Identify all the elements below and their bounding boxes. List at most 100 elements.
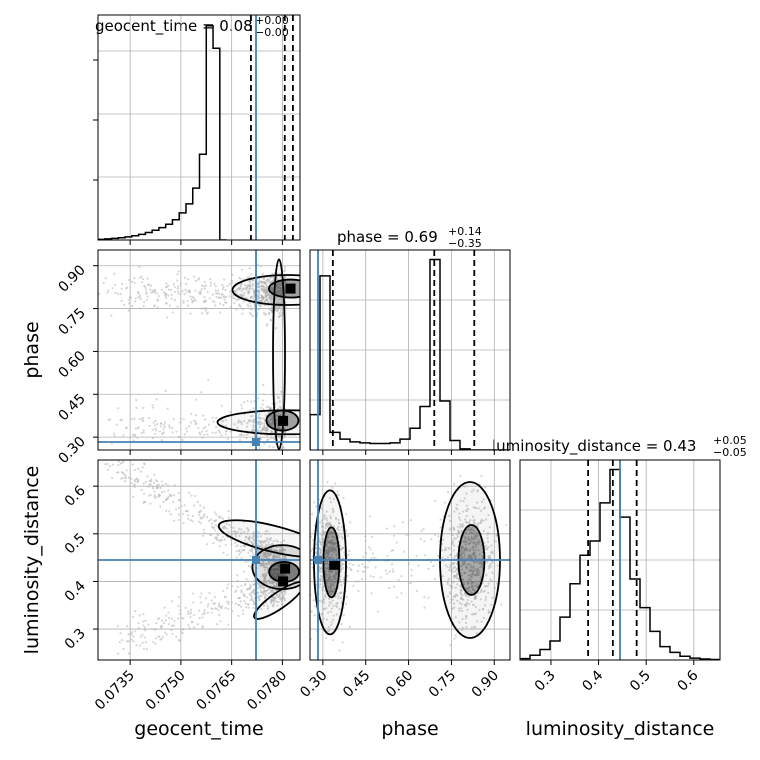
sample-point xyxy=(465,514,468,518)
sample-point xyxy=(233,541,237,544)
sample-point xyxy=(249,305,253,308)
sample-point xyxy=(200,288,203,291)
density-peak xyxy=(329,559,340,570)
sample-point xyxy=(407,533,410,537)
sample-point xyxy=(276,395,279,398)
sample-point xyxy=(199,595,202,599)
sample-point xyxy=(334,577,337,580)
sample-point xyxy=(252,579,255,583)
sample-point xyxy=(329,517,333,520)
sample-point xyxy=(164,293,168,296)
sample-point xyxy=(262,551,265,555)
sample-point xyxy=(193,504,196,507)
sample-point xyxy=(127,298,130,301)
panel-frame-22 xyxy=(519,459,721,661)
sample-point xyxy=(104,463,107,466)
sample-point xyxy=(252,603,255,606)
sample-point xyxy=(263,290,266,293)
sample-point xyxy=(315,583,318,587)
sample-point xyxy=(194,279,198,282)
sample-point xyxy=(333,587,336,590)
sample-point xyxy=(397,578,400,582)
sample-point xyxy=(467,536,470,539)
sample-point xyxy=(491,571,494,574)
sample-point xyxy=(340,623,343,626)
sample-point xyxy=(247,564,250,568)
sample-point xyxy=(269,297,272,301)
sample-point xyxy=(459,591,462,594)
sample-point xyxy=(226,587,229,590)
sample-point xyxy=(174,290,177,293)
sample-point xyxy=(335,613,339,616)
sample-point xyxy=(474,537,478,540)
sample-point xyxy=(329,610,332,613)
sample-point xyxy=(256,421,259,424)
sample-point xyxy=(449,598,453,601)
sample-point xyxy=(264,591,267,594)
sample-point xyxy=(474,544,477,547)
sample-point xyxy=(260,280,264,283)
sample-point xyxy=(469,541,472,544)
sample-point xyxy=(197,277,200,280)
sample-point xyxy=(170,629,173,632)
sample-point xyxy=(271,289,274,292)
sample-point xyxy=(252,532,255,535)
sample-point xyxy=(198,616,201,620)
sample-point xyxy=(465,594,468,598)
sample-point xyxy=(258,426,261,429)
sample-point xyxy=(258,422,261,426)
sample-point xyxy=(175,635,178,638)
sample-point xyxy=(312,501,316,504)
sample-point xyxy=(345,596,348,599)
sample-point xyxy=(270,561,273,565)
sample-point xyxy=(327,585,330,588)
sample-point xyxy=(227,623,230,626)
sample-point xyxy=(276,555,279,558)
sample-point xyxy=(270,450,272,452)
sample-point xyxy=(266,529,269,532)
sample-point xyxy=(311,547,314,551)
y-axis-label-phase: phase xyxy=(21,321,43,378)
sample-point xyxy=(457,516,461,519)
sample-point xyxy=(466,608,469,611)
sample-point xyxy=(120,287,123,290)
sample-point xyxy=(226,284,229,288)
sample-point xyxy=(337,594,340,598)
x-tick-label: 0.0735 xyxy=(92,668,138,714)
sample-point xyxy=(213,596,216,599)
sample-point xyxy=(410,568,413,571)
sample-point xyxy=(332,614,335,617)
sample-point xyxy=(452,549,455,552)
sample-point xyxy=(209,533,213,537)
title-phase-sup: +0.14 xyxy=(448,225,482,238)
sample-point xyxy=(137,467,140,470)
sample-point xyxy=(252,279,255,282)
sample-point xyxy=(449,553,453,556)
sample-point xyxy=(470,581,473,584)
sample-point xyxy=(459,589,462,592)
sample-point xyxy=(271,580,274,583)
title-luminosity-distance-sub: −0.05 xyxy=(713,446,747,459)
sample-point xyxy=(127,652,130,655)
sample-point xyxy=(119,418,122,422)
sample-point xyxy=(484,486,487,489)
sample-point xyxy=(248,266,251,270)
sample-point xyxy=(320,537,323,540)
sample-point xyxy=(250,296,253,299)
sample-point xyxy=(192,592,195,595)
sample-point xyxy=(473,612,477,615)
sample-point xyxy=(134,610,137,613)
sample-point xyxy=(479,562,482,565)
sample-point xyxy=(239,531,242,535)
sample-point xyxy=(283,270,286,273)
sample-point xyxy=(204,597,207,600)
sample-point xyxy=(313,614,316,617)
x-tick-label: 0.75 xyxy=(426,668,459,701)
sample-point xyxy=(278,400,281,403)
sample-point xyxy=(135,399,138,402)
sample-point xyxy=(228,523,231,527)
sample-point xyxy=(184,276,187,279)
sample-point xyxy=(246,422,249,425)
sample-point xyxy=(470,586,474,589)
sample-point xyxy=(257,583,260,586)
